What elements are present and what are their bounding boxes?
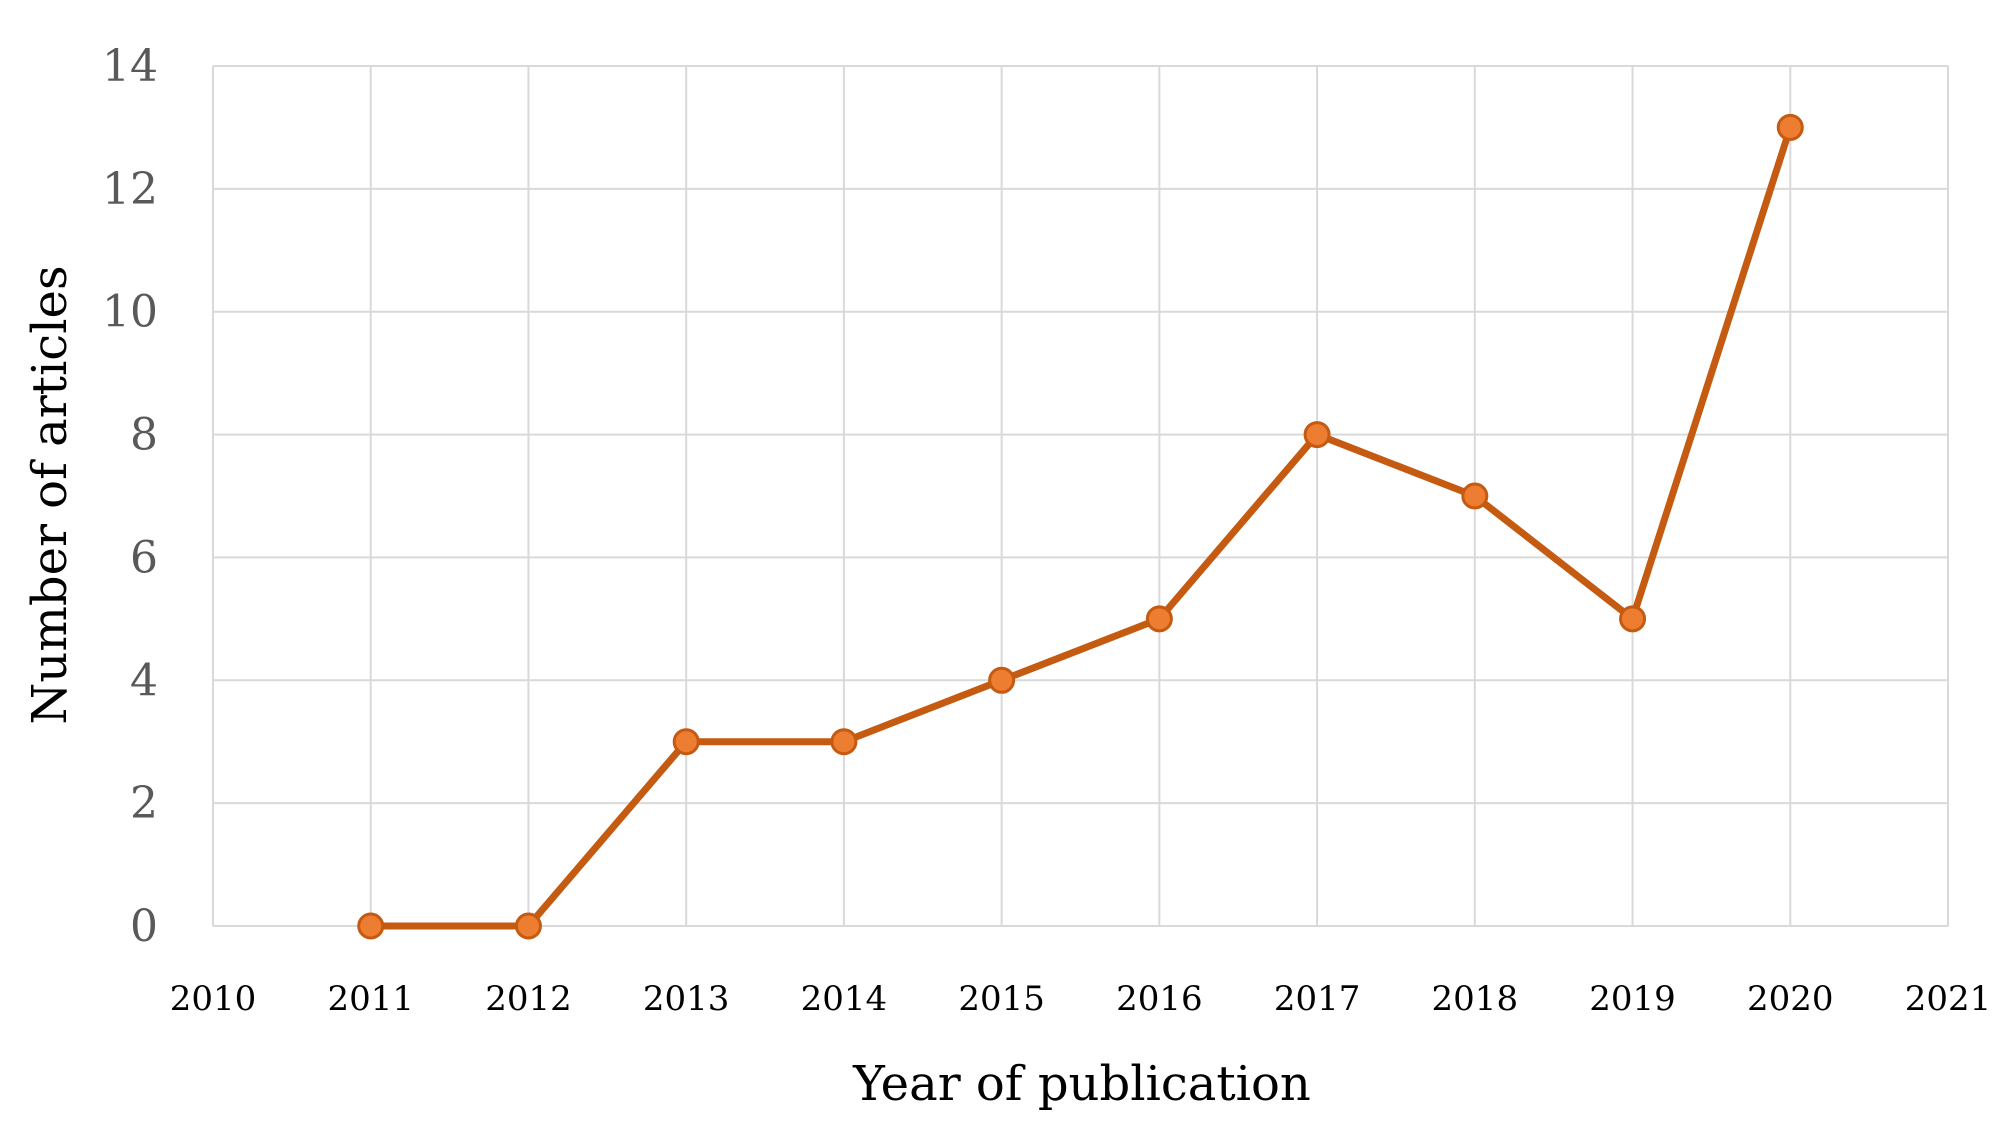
- data-point: [357, 912, 385, 940]
- data-point: [1145, 605, 1173, 633]
- x-tick-label: 2012: [485, 979, 572, 1019]
- data-point: [830, 728, 858, 756]
- series-line: [367, 123, 1794, 930]
- data-point: [1619, 605, 1647, 633]
- x-tick-label: 2021: [1905, 979, 1992, 1019]
- y-tick-label: 2: [130, 778, 158, 829]
- y-tick-label: 8: [130, 410, 158, 461]
- data-point: [988, 666, 1016, 694]
- series-group: [357, 113, 1804, 940]
- x-tick-label: 2020: [1747, 979, 1834, 1019]
- y-axis-label: Number of articles: [22, 265, 78, 724]
- y-tick-label: 14: [102, 41, 158, 92]
- data-point: [1303, 421, 1331, 449]
- y-tick-label: 12: [102, 164, 158, 215]
- x-tick-label: 2014: [801, 979, 888, 1019]
- x-tick-label: 2016: [1116, 979, 1203, 1019]
- data-point: [1461, 482, 1489, 510]
- gridlines: [212, 65, 1949, 927]
- x-tick-label: 2013: [643, 979, 730, 1019]
- x-tick-label: 2011: [327, 979, 414, 1019]
- data-point: [1776, 113, 1804, 141]
- data-point: [672, 728, 700, 756]
- x-tick-label: 2010: [170, 979, 257, 1019]
- y-tick-label: 0: [130, 901, 158, 952]
- x-tick-label: 2018: [1432, 979, 1519, 1019]
- x-tick-label: 2015: [958, 979, 1045, 1019]
- y-tick-label: 6: [130, 532, 158, 583]
- y-axis-ticks: 0 2 4 6 8 10 12 14: [102, 41, 158, 952]
- x-axis-ticks: 2010 2011 2012 2013 2014 2015 2016 2017 2018 2019…: [170, 979, 1992, 1019]
- x-axis-label: Year of publication: [852, 1056, 1311, 1112]
- data-point: [514, 912, 542, 940]
- y-tick-label: 10: [102, 287, 158, 338]
- y-tick-label: 4: [130, 655, 158, 706]
- x-tick-label: 2019: [1589, 979, 1676, 1019]
- x-tick-label: 2017: [1274, 979, 1361, 1019]
